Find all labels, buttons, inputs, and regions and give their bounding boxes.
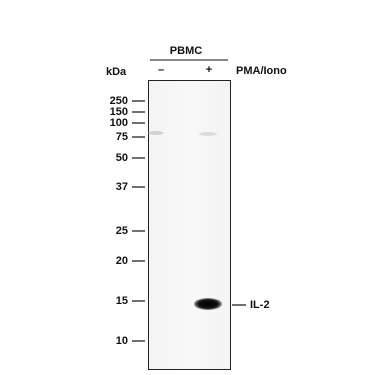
unit-label: kDa xyxy=(106,66,127,78)
lane-label: – xyxy=(158,64,164,76)
membrane xyxy=(148,80,231,370)
ladder-label: 150 xyxy=(110,106,128,118)
band-label: IL-2 xyxy=(250,299,270,311)
ladder-label: 10 xyxy=(116,335,128,347)
ladder-label: 37 xyxy=(116,181,128,193)
sample-label: PBMC xyxy=(170,45,202,57)
ladder-label: 100 xyxy=(110,117,128,129)
ladder-label: 250 xyxy=(110,95,128,107)
ladder-label: 50 xyxy=(116,152,128,164)
faint-band xyxy=(148,131,164,135)
treatment-label: PMA/Iono xyxy=(236,65,287,77)
ladder-label: 25 xyxy=(116,225,128,237)
ladder-label: 20 xyxy=(116,255,128,267)
ladder-label: 15 xyxy=(116,295,128,307)
lane-label: + xyxy=(206,64,212,76)
faint-band xyxy=(199,132,217,136)
il2-band xyxy=(194,298,222,310)
ladder-label: 75 xyxy=(116,131,128,143)
